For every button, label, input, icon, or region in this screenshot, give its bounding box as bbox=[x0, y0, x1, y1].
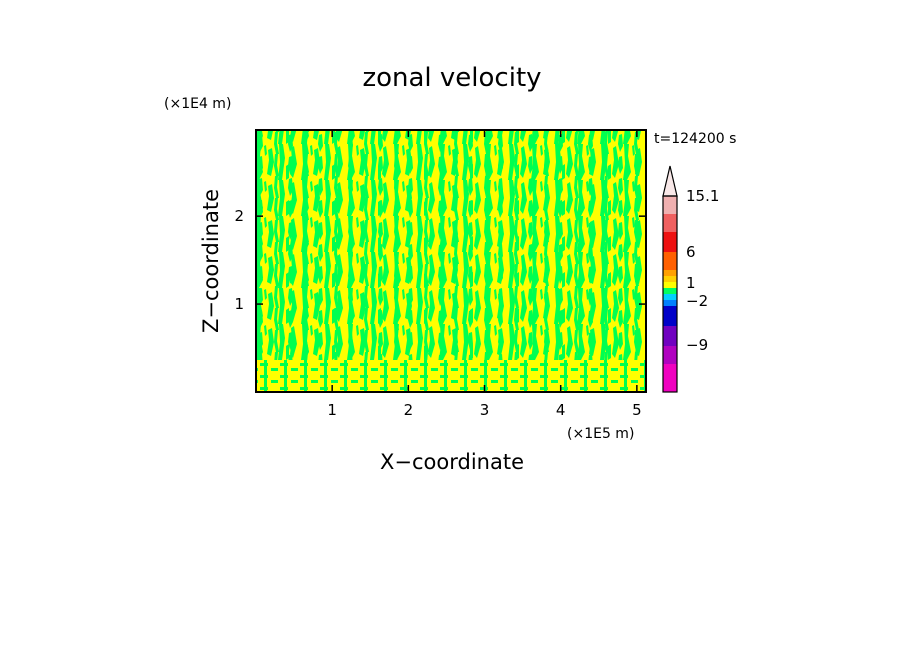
colorbar-level bbox=[663, 306, 677, 326]
y-unit-label: (×1E4 m) bbox=[164, 96, 231, 112]
plot-frame bbox=[255, 129, 647, 393]
colorbar-level bbox=[663, 294, 677, 300]
x-tick-label: 4 bbox=[556, 401, 566, 419]
colorbar: 15.1 6 1−2 −9 bbox=[662, 165, 719, 393]
colorbar-level bbox=[663, 196, 677, 214]
chart-title: zonal velocity bbox=[362, 63, 541, 93]
colorbar-level bbox=[663, 346, 677, 364]
colorbar-level bbox=[663, 326, 677, 346]
heatmap-bottom-layer bbox=[256, 360, 646, 392]
x-axis-ticks: 1 2 3 4 5 bbox=[327, 130, 642, 419]
colorbar-level bbox=[663, 214, 677, 232]
y-tick-label: 2 bbox=[234, 207, 244, 225]
colorbar-level bbox=[663, 282, 677, 288]
colorbar-top-extension bbox=[662, 165, 678, 197]
y-axis-ticks: 12 bbox=[234, 207, 646, 313]
colorbar-label: −2 bbox=[686, 292, 708, 310]
x-unit-label: (×1E5 m) bbox=[567, 426, 634, 442]
colorbar-label: 15.1 bbox=[686, 187, 719, 205]
y-axis-title: Z−coordinate bbox=[199, 189, 223, 333]
colorbar-level bbox=[663, 364, 677, 392]
x-tick-label: 3 bbox=[480, 401, 490, 419]
x-tick-label: 1 bbox=[327, 401, 337, 419]
colorbar-level bbox=[663, 300, 677, 306]
plot-area bbox=[255, 129, 647, 393]
time-label: t=124200 s bbox=[654, 131, 736, 147]
colorbar-level bbox=[663, 270, 677, 276]
colorbar-label: −9 bbox=[686, 336, 708, 354]
colorbar-level bbox=[663, 232, 677, 252]
x-tick-label: 2 bbox=[404, 401, 414, 419]
colorbar-label: 1 bbox=[686, 274, 696, 292]
colorbar-level bbox=[663, 252, 677, 270]
colorbar-frame bbox=[662, 195, 678, 393]
colorbar-level bbox=[663, 288, 677, 294]
colorbar-level bbox=[663, 276, 677, 282]
x-tick-label: 5 bbox=[632, 401, 642, 419]
colorbar-label: 6 bbox=[686, 243, 696, 261]
x-axis-title: X−coordinate bbox=[380, 450, 524, 474]
y-tick-label: 1 bbox=[234, 295, 244, 313]
heatmap-field-overlay bbox=[256, 130, 646, 392]
